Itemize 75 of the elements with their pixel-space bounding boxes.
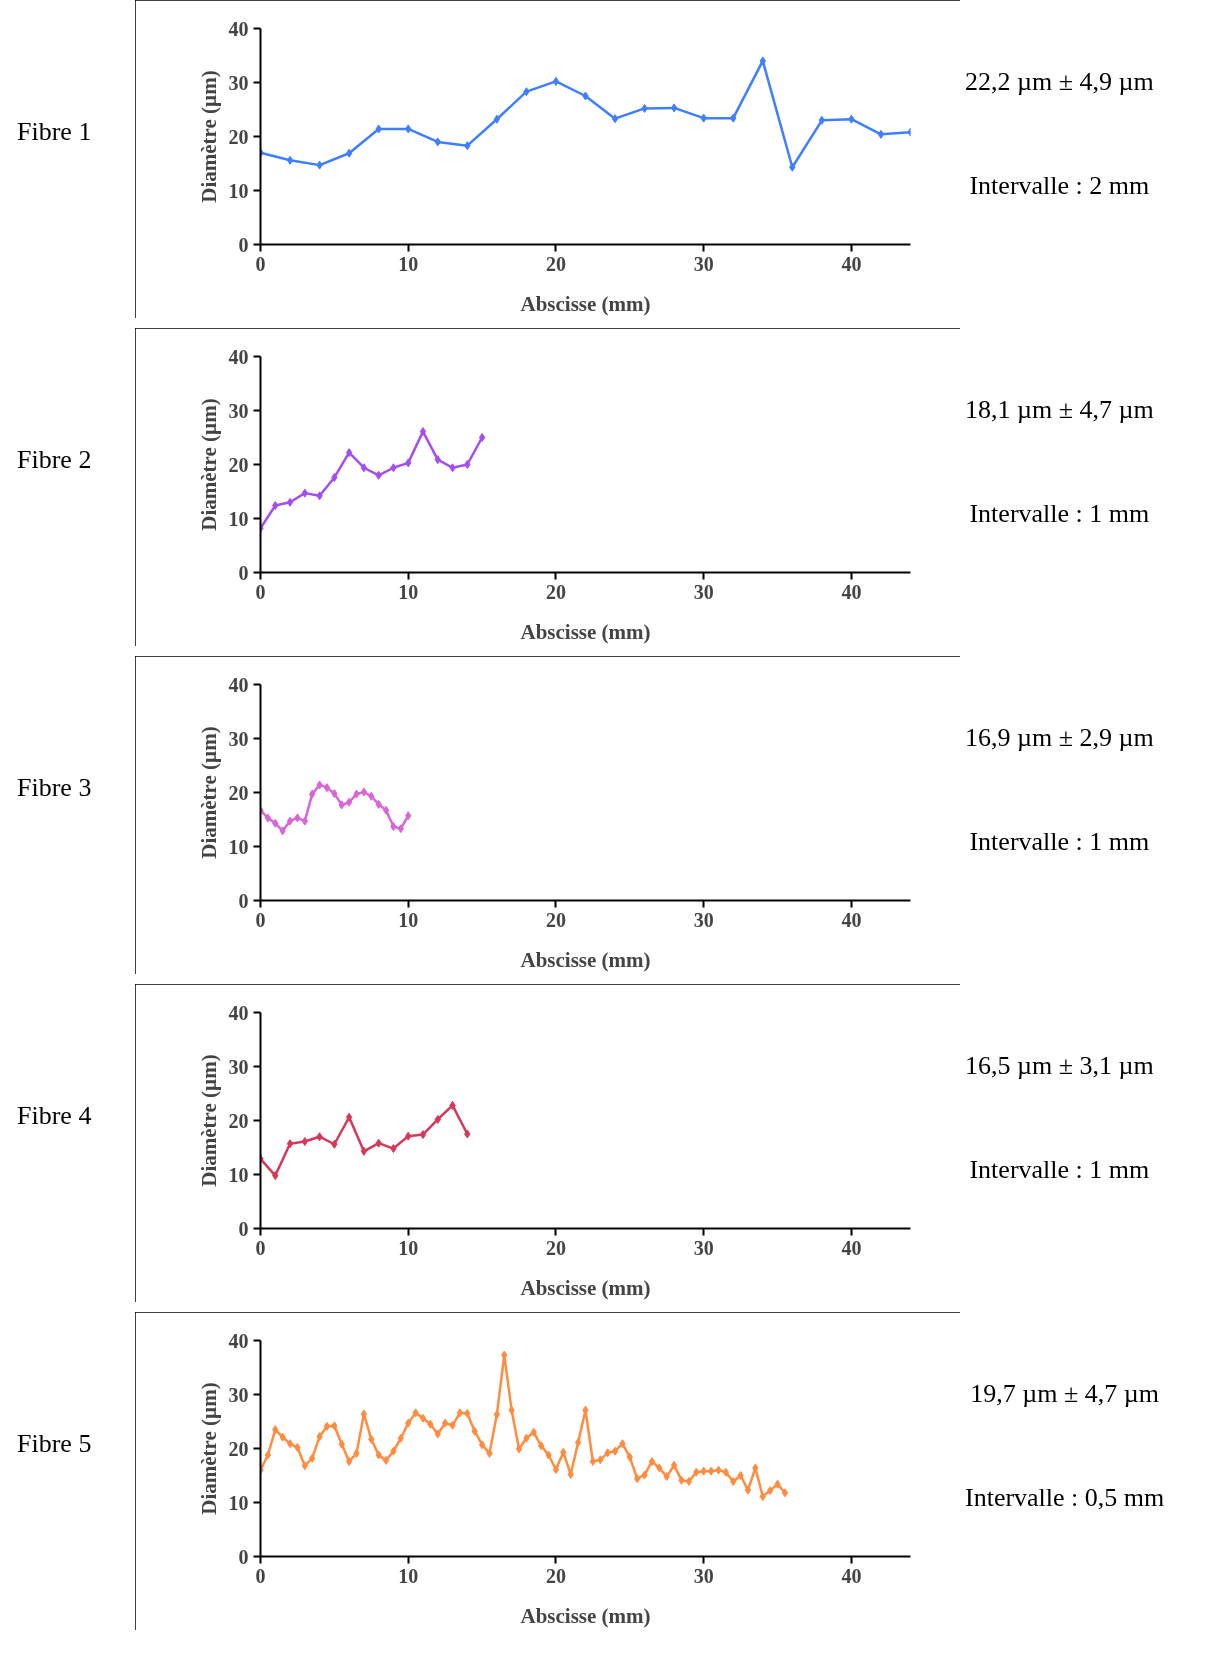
y-tick-label: 20 (228, 453, 249, 476)
text: 22,2 µm ± 4,9 µm (965, 66, 1154, 98)
text: Fibre 1 (17, 116, 92, 148)
text: Intervalle : 2 mm (968, 170, 1151, 202)
x-tick-label: 40 (841, 908, 862, 931)
x-axis-title: Abscisse (mm) (520, 947, 651, 972)
x-axis-title: Abscisse (mm) (520, 1603, 651, 1628)
text: 19,7 µm ± 4,7 µm (969, 1378, 1160, 1410)
y-axis-title: Diamètre (µm) (196, 1054, 221, 1187)
y-tick-label: 30 (228, 399, 249, 422)
x-tick-label: 20 (545, 908, 566, 931)
x-tick-label: 40 (841, 1236, 862, 1259)
y-tick-label: 10 (228, 1491, 249, 1514)
y-tick-label: 40 (228, 17, 249, 40)
x-tick-label: 0 (255, 908, 266, 931)
text: Fibre 2 (17, 444, 92, 476)
x-tick-label: 30 (693, 908, 714, 931)
x-tick-label: 10 (398, 1564, 419, 1587)
x-tick-label: 20 (545, 1236, 566, 1259)
text: Fibre 3 (17, 772, 92, 804)
x-tick-label: 0 (255, 580, 266, 603)
text: Intervalle : 1 mm (968, 1154, 1151, 1186)
y-tick-label: 30 (228, 1055, 249, 1078)
text: 16,5 µm ± 3,1 µm (965, 1050, 1154, 1082)
y-tick-label: 40 (228, 345, 249, 368)
text: Fibre 5 (17, 1428, 92, 1460)
x-tick-label: 0 (255, 1564, 266, 1587)
y-tick-label: 0 (238, 233, 249, 256)
text: Intervalle : 1 mm (968, 826, 1151, 858)
y-tick-label: 10 (228, 835, 249, 858)
x-tick-label: 30 (693, 580, 714, 603)
text: 18,1 µm ± 4,7 µm (965, 394, 1154, 426)
x-tick-label: 10 (398, 580, 419, 603)
x-tick-label: 20 (545, 1564, 566, 1587)
y-axis-title: Diamètre (µm) (196, 726, 221, 859)
y-tick-label: 40 (228, 1329, 249, 1352)
x-tick-label: 0 (255, 1236, 266, 1259)
x-tick-label: 40 (841, 252, 862, 275)
y-tick-label: 10 (228, 507, 249, 530)
text: Intervalle : 0,5 mm (965, 1482, 1165, 1514)
x-tick-label: 10 (398, 252, 419, 275)
x-tick-label: 20 (545, 252, 566, 275)
y-tick-label: 20 (228, 1437, 249, 1460)
x-tick-label: 0 (255, 252, 266, 275)
y-axis-title: Diamètre (µm) (196, 398, 221, 531)
y-tick-label: 0 (238, 1217, 249, 1240)
x-tick-label: 40 (841, 1564, 862, 1587)
x-tick-label: 20 (545, 580, 566, 603)
text: 16,9 µm ± 2,9 µm (965, 722, 1154, 754)
x-tick-label: 10 (398, 908, 419, 931)
y-tick-label: 30 (228, 727, 249, 750)
y-tick-label: 0 (238, 1545, 249, 1568)
y-tick-label: 20 (228, 1109, 249, 1132)
y-tick-label: 0 (238, 561, 249, 584)
x-tick-label: 40 (841, 580, 862, 603)
y-tick-label: 10 (228, 1163, 249, 1186)
x-tick-label: 30 (693, 1236, 714, 1259)
x-axis-title: Abscisse (mm) (520, 619, 651, 644)
x-axis-title: Abscisse (mm) (520, 291, 651, 316)
text: Fibre 4 (17, 1100, 92, 1132)
y-axis-title: Diamètre (µm) (196, 1382, 221, 1515)
y-tick-label: 20 (228, 125, 249, 148)
y-tick-label: 10 (228, 179, 249, 202)
y-tick-label: 30 (228, 1383, 249, 1406)
y-tick-label: 20 (228, 781, 249, 804)
x-tick-label: 10 (398, 1236, 419, 1259)
y-tick-label: 0 (238, 889, 249, 912)
x-axis-title: Abscisse (mm) (520, 1275, 651, 1300)
x-tick-label: 30 (693, 252, 714, 275)
x-tick-label: 30 (693, 1564, 714, 1587)
y-axis-title: Diamètre (µm) (196, 70, 221, 203)
y-tick-label: 40 (228, 1001, 249, 1024)
y-tick-label: 40 (228, 673, 249, 696)
y-tick-label: 30 (228, 71, 249, 94)
text: Intervalle : 1 mm (968, 498, 1151, 530)
